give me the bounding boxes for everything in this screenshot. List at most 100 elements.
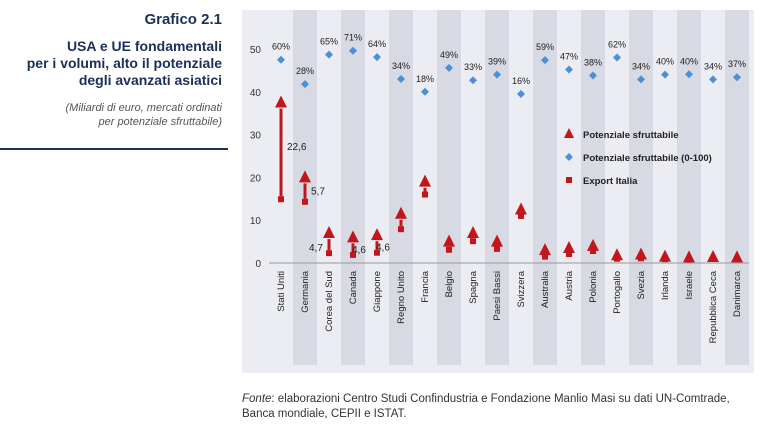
legend-index-icon — [565, 153, 573, 161]
gap-arrow-shaft — [375, 241, 379, 250]
potential-marker — [443, 234, 455, 247]
x-tick-label: Germania — [300, 270, 311, 312]
y-tick-label: 40 — [250, 88, 262, 99]
figure-note: (Miliardi di euro, mercati ordinati per … — [0, 101, 223, 129]
x-tick-label: Stati Uniti — [276, 271, 287, 312]
source-note: Fonte: elaborazioni Centro Studi Confind… — [242, 392, 757, 422]
index-data-label: 59% — [536, 42, 554, 52]
index-marker — [349, 46, 357, 55]
x-tick-label: Irlanda — [660, 270, 671, 300]
potential-marker — [731, 250, 743, 263]
index-data-label: 38% — [584, 58, 602, 68]
potential-marker — [395, 206, 407, 219]
index-data-label: 28% — [296, 66, 314, 76]
export-marker — [374, 249, 380, 256]
x-tick-label: Giappone — [372, 271, 383, 312]
figure-title-line: per i volumi, alto il potenziale — [26, 55, 222, 71]
index-data-label: 40% — [680, 56, 698, 66]
index-marker — [541, 56, 549, 65]
gap-arrow-shaft — [303, 183, 307, 199]
gap-data-label: 4,6 — [376, 243, 390, 254]
legend-label: Export Italia — [583, 176, 638, 187]
index-data-label: 71% — [344, 33, 362, 43]
index-marker — [493, 70, 501, 79]
index-data-label: 39% — [488, 57, 506, 67]
index-marker — [397, 74, 405, 83]
category-band — [533, 10, 557, 365]
potential-marker — [611, 248, 623, 261]
figure-note-line: (Miliardi di euro, mercati ordinati — [65, 102, 223, 114]
chart: 0 10 20 30 40 50 60% 28% 65% 71% 64% 34% 18% 49% 33% 39… — [250, 10, 749, 365]
gap-data-label: 4,6 — [352, 245, 366, 256]
x-tick-label: Regno Unito — [396, 271, 407, 324]
potential-marker — [467, 226, 479, 239]
legend-export-icon — [566, 177, 572, 183]
index-marker — [613, 53, 621, 62]
source-text: : elaborazioni Centro Studi Confindustri… — [242, 393, 730, 420]
index-data-label: 49% — [440, 50, 458, 60]
index-data-label: 16% — [512, 76, 530, 86]
export-marker — [518, 212, 524, 219]
export-marker — [566, 251, 572, 258]
x-tick-label: Repubblica Ceca — [708, 270, 719, 343]
potential-marker — [275, 95, 287, 108]
index-marker — [421, 87, 429, 96]
index-marker — [685, 70, 693, 79]
index-data-label: 40% — [656, 57, 674, 67]
gap-data-label: 5,7 — [311, 187, 325, 198]
export-marker — [446, 246, 452, 253]
x-tick-label: Svezia — [636, 270, 647, 299]
category-band — [725, 10, 749, 365]
index-marker — [709, 75, 717, 84]
potential-marker — [707, 250, 719, 263]
x-tick-label: Svizzera — [516, 270, 527, 307]
gap-data-label: 22,6 — [287, 142, 307, 153]
category-band — [389, 10, 413, 365]
legend-label: Potenziale sfruttabile (0-100) — [583, 153, 712, 164]
export-marker — [494, 245, 500, 252]
index-data-label: 47% — [560, 52, 578, 62]
export-marker — [302, 198, 308, 205]
index-marker — [445, 63, 453, 72]
export-marker — [398, 226, 404, 233]
potential-marker — [419, 174, 431, 187]
index-data-label: 64% — [368, 39, 386, 49]
index-marker — [517, 89, 525, 98]
index-data-label: 37% — [728, 59, 746, 69]
index-marker — [589, 71, 597, 80]
export-marker — [542, 253, 548, 260]
figure-label: Grafico 2.1 — [144, 11, 222, 28]
export-marker — [278, 196, 284, 203]
y-tick-label: 50 — [250, 45, 262, 56]
export-marker — [422, 191, 428, 198]
potential-marker — [587, 238, 599, 251]
export-marker — [326, 250, 332, 257]
export-marker — [470, 238, 476, 245]
y-tick-label: 20 — [250, 173, 262, 184]
potential-marker — [659, 249, 671, 262]
category-band — [629, 10, 653, 365]
potential-marker — [371, 228, 383, 241]
x-tick-label: Paesi Bassi — [492, 271, 503, 321]
gap-arrow-shaft — [423, 187, 427, 192]
x-tick-label: Austria — [564, 270, 575, 300]
figure-title-line: degli avanzati asiatici — [78, 72, 222, 88]
index-data-label: 34% — [704, 61, 722, 71]
y-tick-label: 30 — [250, 131, 262, 142]
potential-marker — [323, 226, 335, 239]
category-band — [437, 10, 461, 365]
index-marker — [469, 76, 477, 85]
index-marker — [301, 80, 309, 89]
index-data-label: 60% — [272, 42, 290, 52]
category-band — [581, 10, 605, 365]
x-tick-label: Corea del Sud — [324, 271, 335, 332]
index-marker — [637, 75, 645, 84]
gap-arrow-shaft — [351, 243, 355, 252]
chart-panel: 0 10 20 30 40 50 60% 28% 65% 71% 64% 34% 18% 49% 33% 39… — [242, 10, 754, 373]
category-band — [341, 10, 365, 365]
index-data-label: 18% — [416, 74, 434, 84]
potential-marker — [635, 247, 647, 260]
index-marker — [373, 53, 381, 62]
source-label: Fonte — [242, 393, 272, 405]
figure-note-line: per potenziale sfruttabile) — [98, 116, 222, 128]
